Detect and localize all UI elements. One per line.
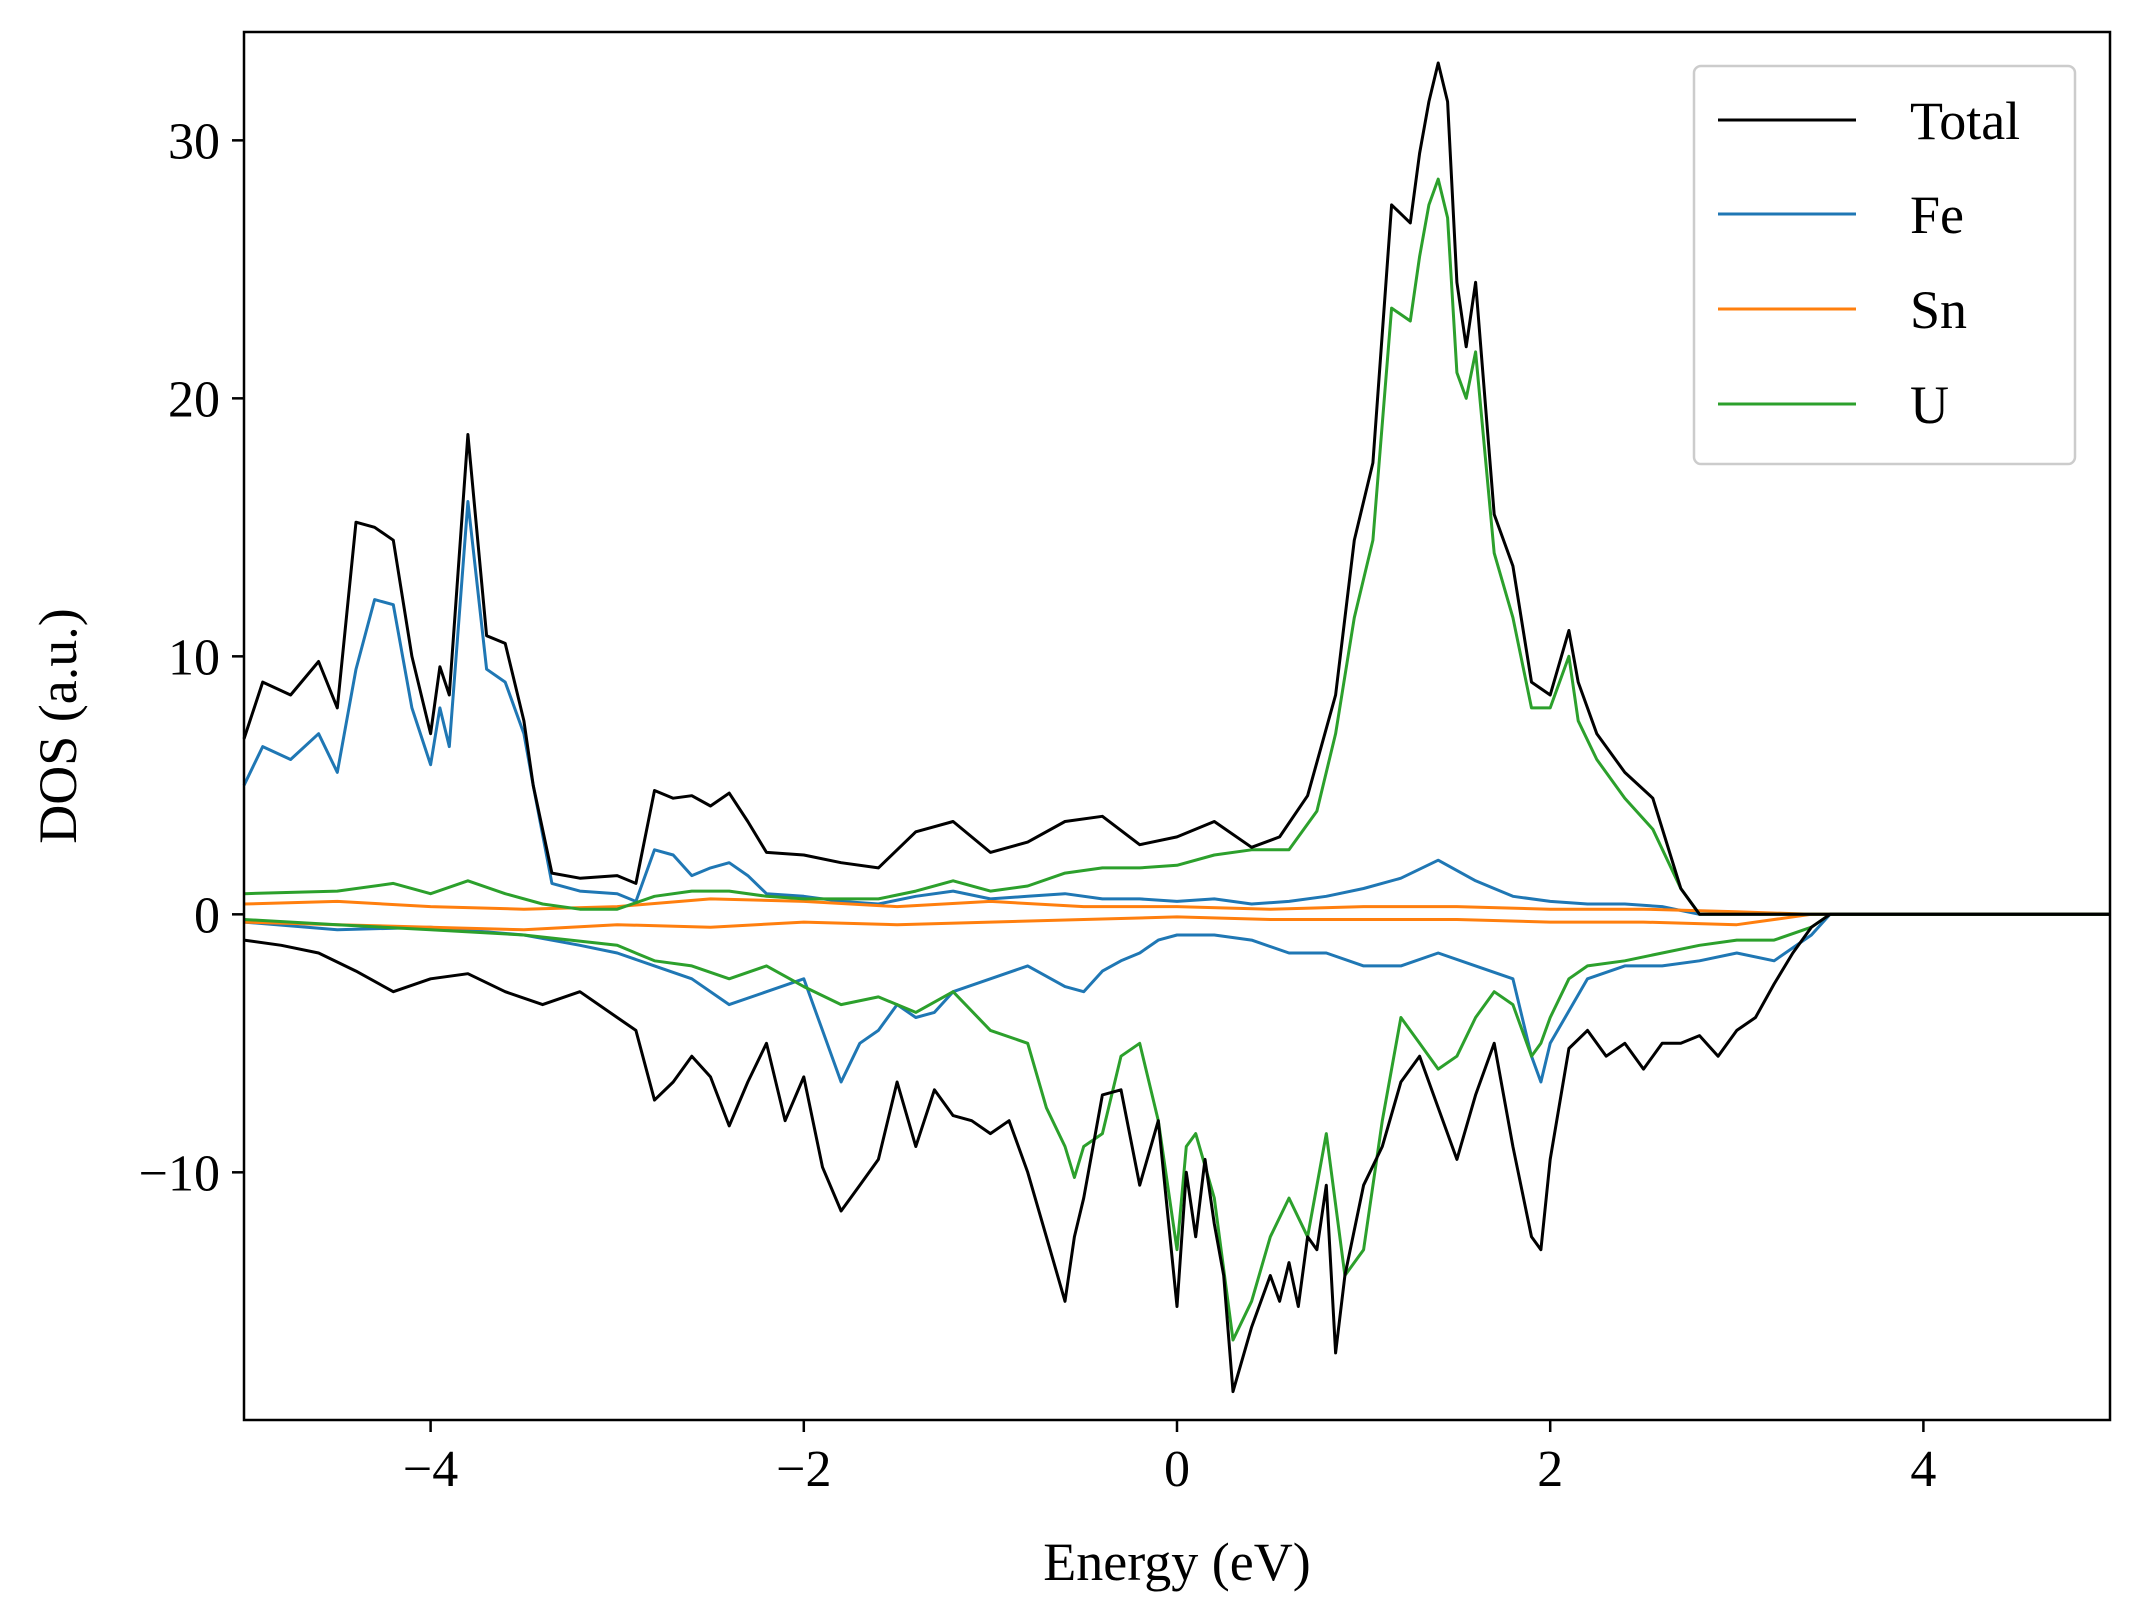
series-layer	[242, 61, 2110, 1394]
x-tick-label: −4	[403, 1441, 458, 1498]
x-tick-label: 4	[1910, 1441, 1936, 1498]
legend-label-u: U	[1910, 375, 1949, 435]
y-tick-label: 30	[168, 113, 220, 170]
y-axis-label: DOS (a.u.)	[28, 608, 88, 843]
y-tick-layer: −10 0 10 20 30	[139, 113, 244, 1202]
legend-label-total: Total	[1910, 91, 2020, 151]
series-line-total-up	[242, 61, 2110, 916]
legend-label-fe: Fe	[1910, 185, 1964, 245]
x-axis-label: Energy (eV)	[1043, 1532, 1310, 1592]
y-tick-label: 0	[194, 887, 220, 944]
y-tick-label: −10	[139, 1145, 220, 1202]
series-line-u-up	[243, 177, 2110, 916]
series-line-total-down	[243, 912, 2110, 1394]
series-line-fe-down	[243, 912, 2110, 1084]
legend-box	[1692, 64, 2077, 466]
x-tick-label: −2	[776, 1441, 831, 1498]
y-tick-label: 10	[168, 629, 220, 686]
series-line-u-down	[243, 912, 2110, 1342]
series-line-sn-down	[243, 912, 2110, 932]
series-line-fe-up	[242, 500, 2110, 916]
y-tick-label: 20	[168, 371, 220, 428]
x-tick-label: 0	[1164, 1441, 1190, 1498]
x-tick-label: 2	[1537, 1441, 1563, 1498]
legend: Total Fe Sn U	[1692, 64, 2077, 466]
x-tick-layer: −4 −2 0 2 4	[403, 1420, 1936, 1498]
series-line-sn-up	[243, 897, 2110, 916]
legend-label-sn: Sn	[1910, 280, 1967, 340]
